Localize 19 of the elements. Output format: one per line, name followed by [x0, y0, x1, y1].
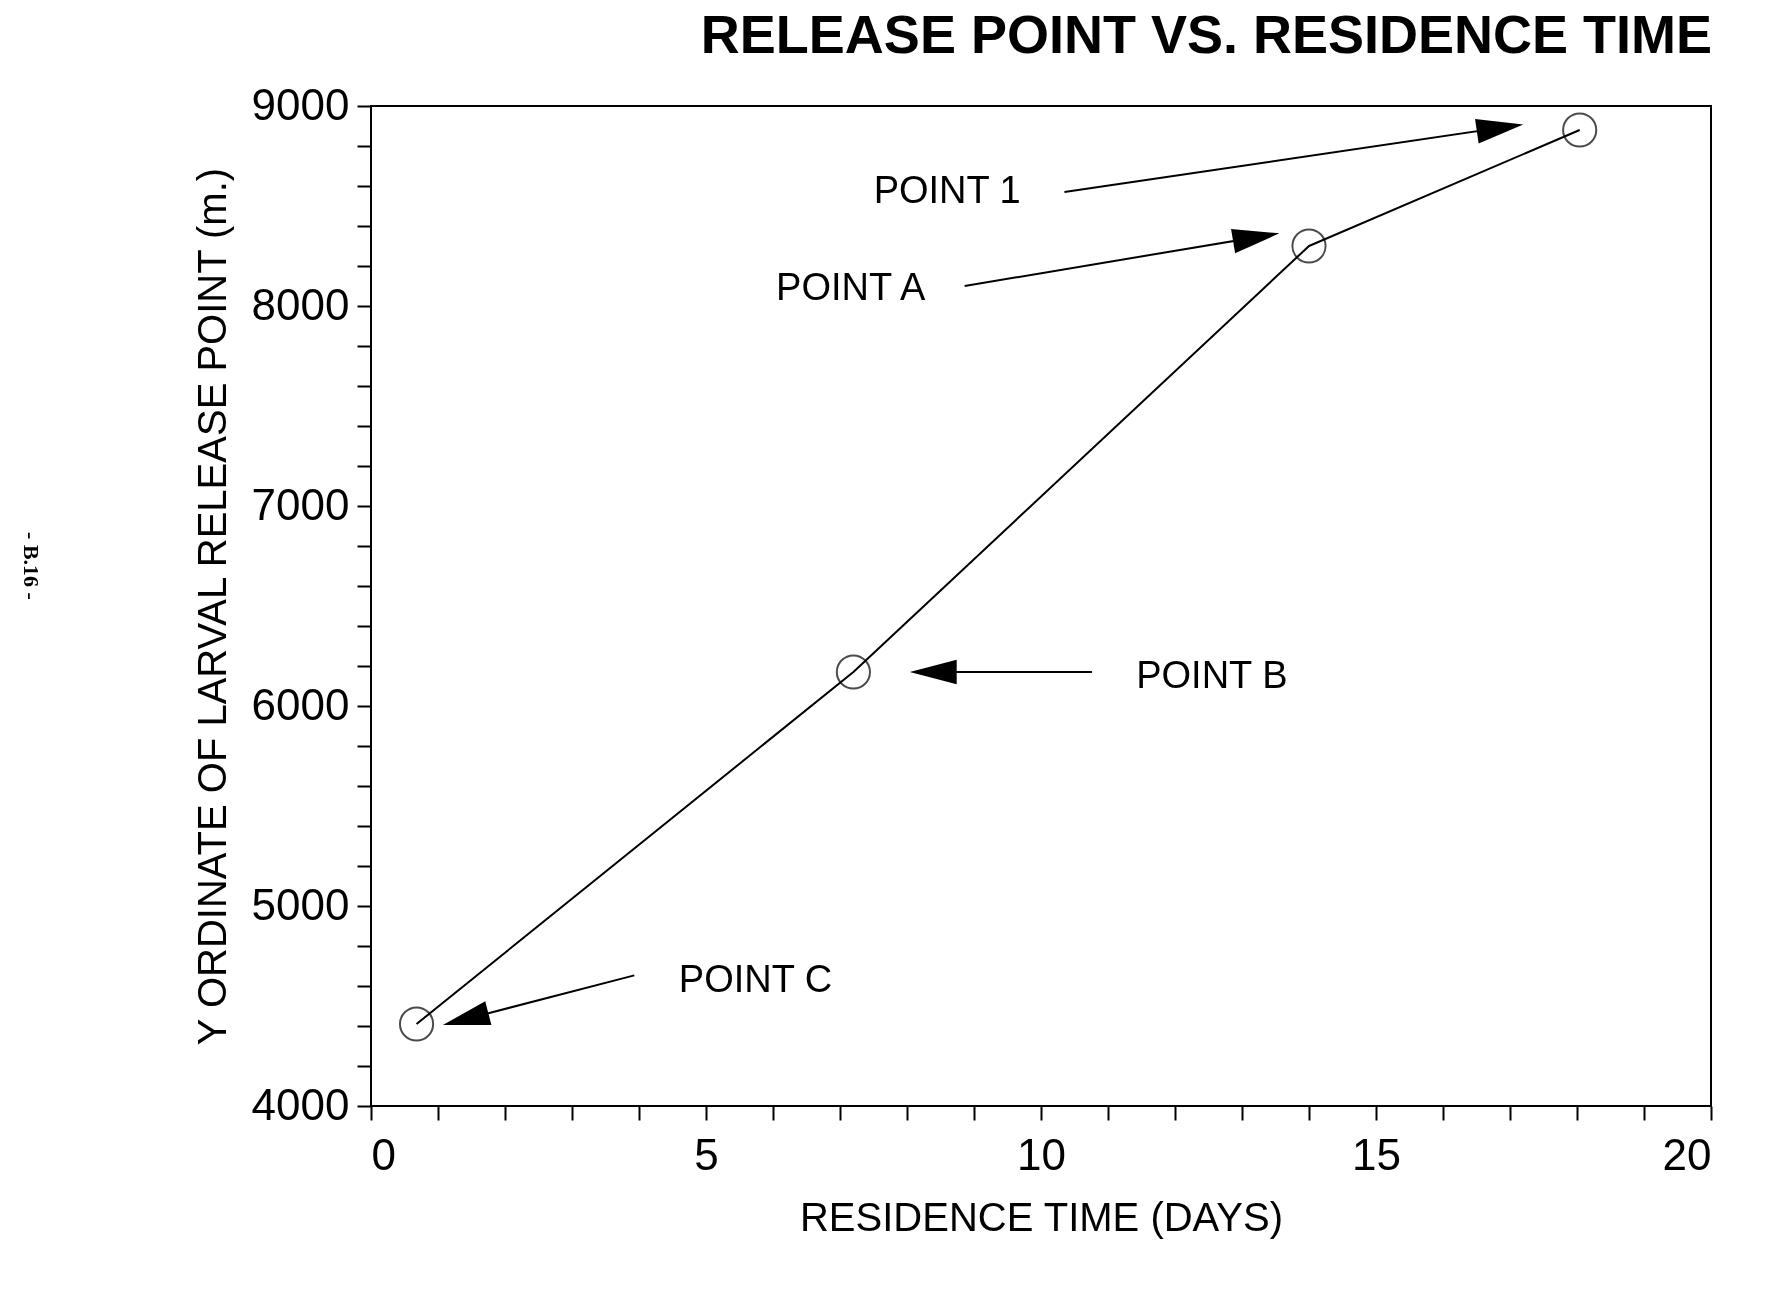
y-tick-label: 7000 — [251, 479, 350, 529]
y-tick-label: 5000 — [251, 879, 350, 929]
y-tick-label: 8000 — [251, 279, 350, 329]
x-tick-label: 0 — [371, 1129, 396, 1179]
y-tick-label: 4000 — [251, 1079, 350, 1129]
annotation: POINT B — [1136, 654, 1288, 697]
annotation: POINT 1 — [873, 169, 1021, 211]
x-tick-label: 10 — [1017, 1129, 1066, 1179]
x-tick-label: 5 — [694, 1129, 719, 1179]
annotation: POINT C — [678, 957, 833, 1000]
x-tick-label: 15 — [1352, 1129, 1401, 1179]
text: - B.16 - — [19, 532, 44, 600]
x-tick-label: 20 — [1662, 1129, 1712, 1179]
x-axis-title: RESIDENCE TIME (DAYS) — [799, 1194, 1284, 1239]
annotation: POINT A — [776, 266, 926, 308]
chart-title: RELEASE POINT VS. RESIDENCE TIME — [700, 4, 1712, 64]
y-axis-title: Y ORDINATE OF LARVAL RELEASE POINT (m.) — [189, 167, 234, 1046]
y-tick-label: 9000 — [251, 79, 350, 129]
y-tick-label: 6000 — [251, 679, 350, 729]
